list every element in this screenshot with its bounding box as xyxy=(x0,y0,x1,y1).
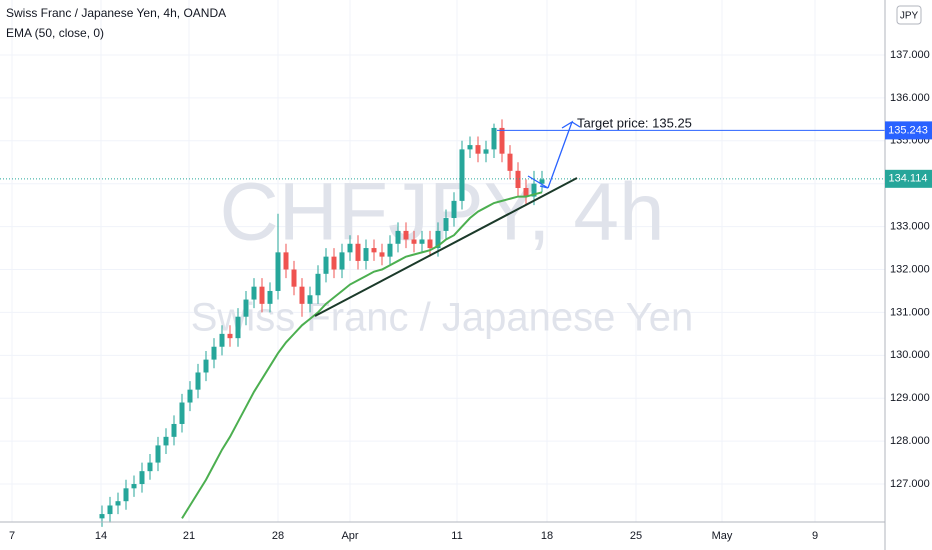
candle-body xyxy=(355,243,361,261)
candle-body xyxy=(387,243,393,257)
ema-line xyxy=(181,191,543,519)
candle-body xyxy=(419,239,425,244)
candle-body xyxy=(179,402,185,424)
candle-body xyxy=(219,333,225,347)
y-tick-label: 127.000 xyxy=(890,478,930,490)
candle-body xyxy=(211,346,217,360)
candle-body xyxy=(187,389,193,403)
candle-body xyxy=(491,127,497,150)
candle-body xyxy=(331,256,337,270)
candle-body xyxy=(451,200,457,219)
x-tick-label: 9 xyxy=(812,530,818,542)
x-tick-label: 21 xyxy=(183,530,195,542)
candle-body xyxy=(347,243,353,253)
candle-body xyxy=(299,286,305,304)
candle-body xyxy=(539,179,545,184)
x-tick-label: Apr xyxy=(341,530,358,542)
trend-line[interactable] xyxy=(314,177,578,317)
currency-button[interactable] xyxy=(896,5,922,25)
candle-body xyxy=(123,488,129,502)
candle-body xyxy=(195,372,201,390)
currency-label[interactable]: JPY xyxy=(900,11,919,22)
candle-body xyxy=(307,295,313,304)
arrow-head xyxy=(571,121,581,128)
candle-body xyxy=(379,252,385,257)
y-tick-label: 128.000 xyxy=(890,435,930,447)
candle-body xyxy=(443,218,449,231)
candle-body xyxy=(475,145,481,154)
candle-body xyxy=(139,471,145,485)
price-tag xyxy=(885,121,932,140)
candle-body xyxy=(459,149,465,201)
x-tick-label: May xyxy=(712,530,733,542)
candle-body xyxy=(507,153,513,171)
candle-body xyxy=(259,286,265,304)
x-tick-label: 14 xyxy=(95,530,107,542)
candle-body xyxy=(515,170,521,189)
candle-body xyxy=(499,127,505,154)
candle-body xyxy=(171,423,177,437)
candle-body xyxy=(339,252,345,270)
candle-body xyxy=(371,248,377,253)
indicator-label: EMA (50, close, 0) xyxy=(6,26,104,40)
candle-body xyxy=(435,230,441,249)
x-tick-label: 7 xyxy=(9,530,15,542)
price-tag-label: 135.243 xyxy=(888,124,928,136)
candle-body xyxy=(267,290,273,304)
candle-body xyxy=(523,188,529,197)
candle-body xyxy=(483,149,489,154)
candle-body xyxy=(147,462,153,472)
arrow-base[interactable] xyxy=(527,175,549,189)
grid xyxy=(0,0,885,522)
candle-body xyxy=(115,501,121,506)
candle-body xyxy=(235,316,241,339)
candle-body xyxy=(315,273,321,296)
candle-body xyxy=(131,484,137,489)
x-tick-label: 18 xyxy=(541,530,553,542)
y-tick-label: 131.000 xyxy=(890,306,930,318)
candle-body xyxy=(395,230,401,244)
candle-body xyxy=(107,505,113,515)
y-tick-label: 132.000 xyxy=(890,263,930,275)
y-tick-label: 137.000 xyxy=(890,49,930,61)
candle-body xyxy=(467,145,473,150)
plot xyxy=(0,119,885,527)
y-tick-label: 136.000 xyxy=(890,92,930,104)
candle-body xyxy=(427,239,433,249)
candle-body xyxy=(155,445,161,463)
watermark-name: Swiss Franc / Japanese Yen xyxy=(191,296,694,340)
candle-body xyxy=(323,256,329,274)
annotation[interactable]: Target price: 135.25 xyxy=(577,115,692,130)
x-tick-label: 28 xyxy=(272,530,284,542)
candle-body xyxy=(411,239,417,244)
x-tick-label: 11 xyxy=(451,530,462,542)
candle-body xyxy=(163,436,169,446)
candle-body xyxy=(403,230,409,240)
y-tick-label: 133.000 xyxy=(890,221,930,233)
y-tick-label: 130.000 xyxy=(890,349,930,361)
candle-body xyxy=(291,269,297,287)
candle-body xyxy=(531,183,537,197)
price-tag xyxy=(885,169,932,188)
candle-body xyxy=(227,333,233,339)
symbol-title: Swiss Franc / Japanese Yen, 4h, OANDA xyxy=(6,6,226,20)
candle-body xyxy=(283,252,289,270)
candle-body xyxy=(99,514,105,519)
x-tick-label: 25 xyxy=(630,530,642,542)
candle-body xyxy=(275,252,281,291)
candle-body xyxy=(363,248,369,261)
price-tag-label: 134.114 xyxy=(889,173,928,185)
axes: 127.000 128.000 129.000 130.000 131.000 132.0… xyxy=(9,49,932,542)
y-tick-label: 129.000 xyxy=(890,392,930,404)
candle-body xyxy=(251,286,257,300)
candle-body xyxy=(203,359,209,373)
candle-body xyxy=(243,299,249,317)
